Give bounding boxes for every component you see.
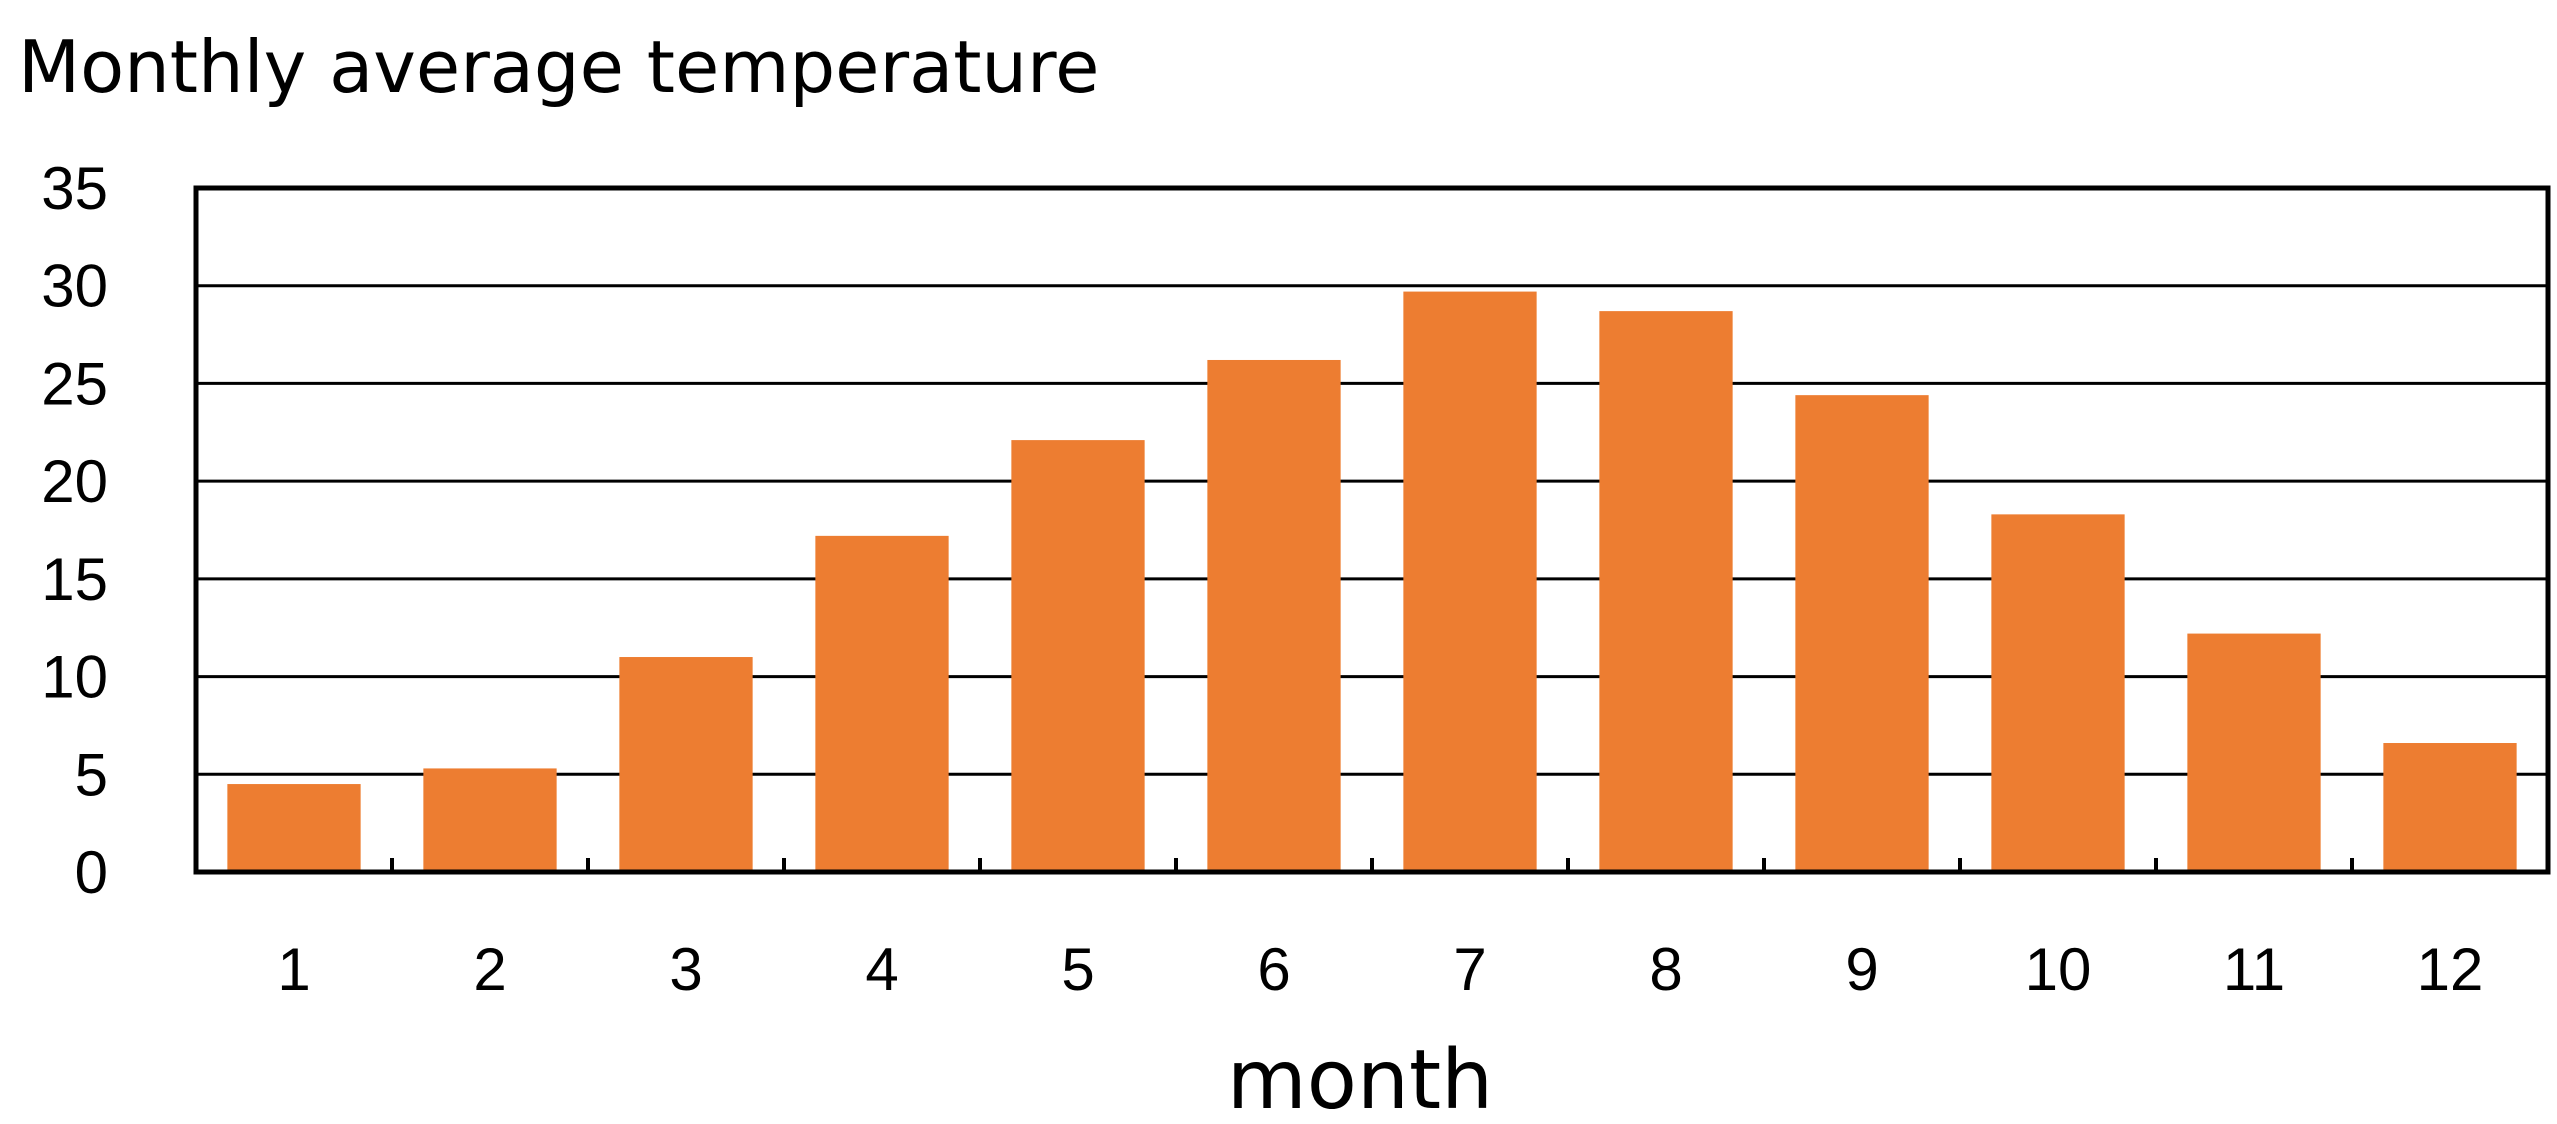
x-tick-label-8: 8 bbox=[1649, 936, 1682, 1003]
y-tick-label-20: 20 bbox=[41, 448, 108, 515]
bar-month-9 bbox=[1795, 395, 1929, 872]
x-axis-label: month bbox=[1227, 1033, 1493, 1124]
y-tick-label-10: 10 bbox=[41, 644, 108, 711]
x-tick-label-3: 3 bbox=[669, 936, 702, 1003]
y-axis-tick-labels: 0 5 10 15 20 25 30 35 bbox=[41, 155, 108, 906]
bars bbox=[227, 291, 2517, 872]
gridlines bbox=[196, 284, 2548, 776]
bar-month-1 bbox=[227, 784, 361, 872]
bar-month-8 bbox=[1599, 311, 1733, 872]
y-tick-label-35: 35 bbox=[41, 155, 108, 222]
bar-month-5 bbox=[1011, 440, 1145, 872]
x-tick-label-7: 7 bbox=[1453, 936, 1486, 1003]
y-tick-label-30: 30 bbox=[41, 253, 108, 320]
x-tick-label-1: 1 bbox=[277, 936, 310, 1003]
y-tick-label-5: 5 bbox=[75, 741, 108, 808]
x-tick-label-2: 2 bbox=[473, 936, 506, 1003]
x-tick-label-12: 12 bbox=[2417, 936, 2484, 1003]
x-axis-tick-labels: 1 2 3 4 5 6 7 8 9 10 11 12 bbox=[277, 936, 2483, 1003]
chart-title: Monthly average temperature bbox=[18, 25, 1099, 109]
y-tick-label-25: 25 bbox=[41, 350, 108, 417]
x-tick-label-9: 9 bbox=[1845, 936, 1878, 1003]
bar-month-4 bbox=[815, 535, 949, 872]
x-tick-label-5: 5 bbox=[1061, 936, 1094, 1003]
bar-month-7 bbox=[1403, 291, 1537, 872]
bar-month-6 bbox=[1207, 359, 1341, 872]
bar-month-11 bbox=[2187, 633, 2321, 872]
bar-month-12 bbox=[2383, 743, 2517, 872]
bar-month-10 bbox=[1991, 514, 2125, 872]
y-tick-label-15: 15 bbox=[41, 546, 108, 613]
x-tick-label-10: 10 bbox=[2025, 936, 2092, 1003]
x-tick-label-6: 6 bbox=[1257, 936, 1290, 1003]
bar-month-2 bbox=[423, 768, 557, 872]
bar-month-3 bbox=[619, 657, 753, 872]
x-tick-label-11: 11 bbox=[2223, 936, 2285, 1003]
x-axis-ticks bbox=[390, 858, 2354, 872]
y-tick-label-0: 0 bbox=[75, 839, 108, 906]
x-tick-label-4: 4 bbox=[865, 936, 898, 1003]
